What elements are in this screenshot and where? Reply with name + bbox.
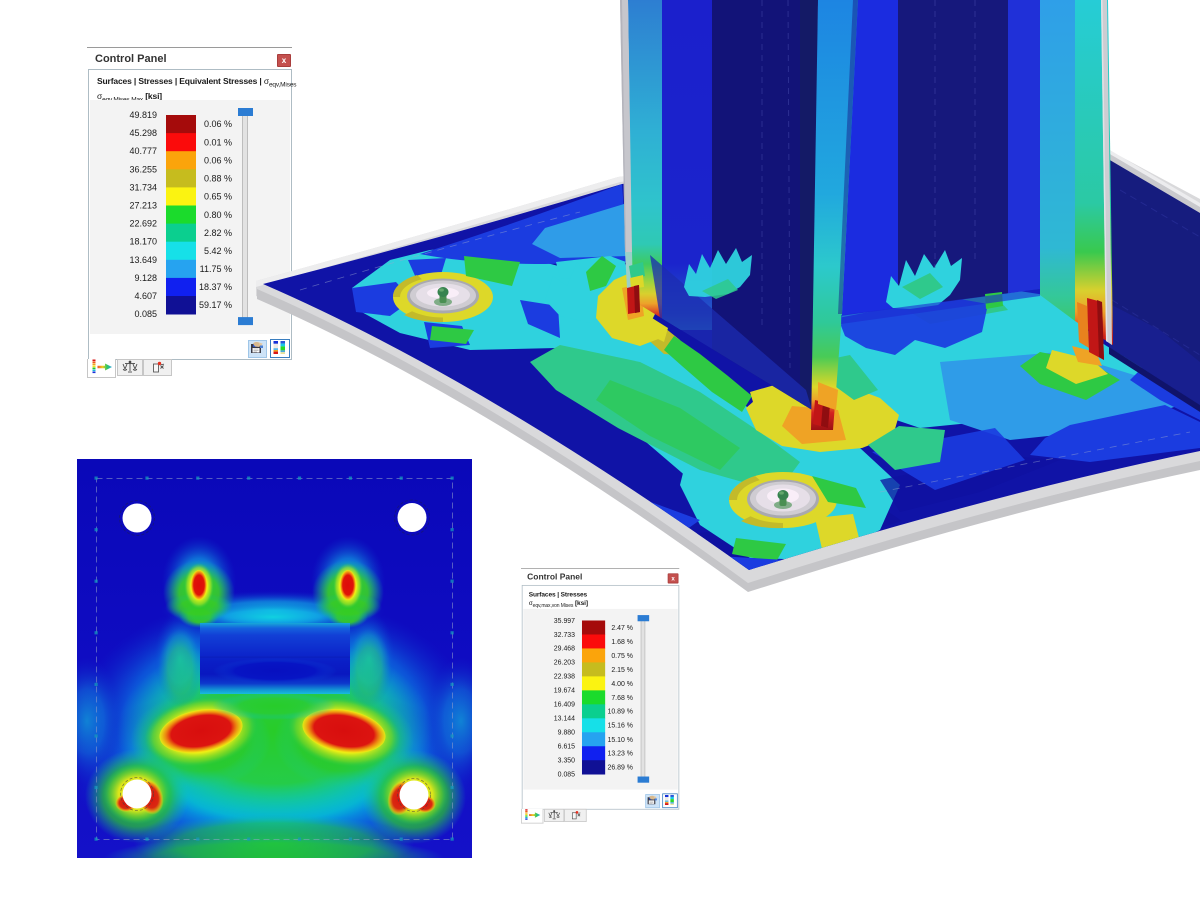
svg-text:5.42 %: 5.42 % — [204, 246, 232, 256]
svg-text:0.085: 0.085 — [558, 772, 576, 779]
svg-text:29.468: 29.468 — [554, 646, 575, 653]
svg-text:0.88 %: 0.88 % — [204, 174, 232, 184]
svg-text:36.255: 36.255 — [129, 164, 157, 174]
svg-text:49.819: 49.819 — [129, 110, 157, 120]
svg-text:45.298: 45.298 — [129, 128, 157, 138]
svg-text:0.75 %: 0.75 % — [611, 653, 633, 660]
svg-text:9.880: 9.880 — [558, 730, 576, 737]
svg-text:0.06 %: 0.06 % — [204, 156, 232, 166]
svg-text:13.649: 13.649 — [129, 255, 157, 265]
svg-text:0.06 %: 0.06 % — [204, 119, 232, 129]
svg-text:32.733: 32.733 — [554, 632, 575, 639]
svg-text:31.734: 31.734 — [129, 182, 157, 192]
svg-text:19.674: 19.674 — [554, 688, 575, 695]
svg-text:9.128: 9.128 — [134, 273, 157, 283]
svg-text:1.68 %: 1.68 % — [611, 639, 633, 646]
svg-text:2.82 %: 2.82 % — [204, 228, 232, 238]
svg-text:2.15 %: 2.15 % — [611, 667, 633, 674]
svg-text:13.23 %: 13.23 % — [607, 751, 632, 758]
svg-text:16.409: 16.409 — [554, 702, 575, 709]
svg-text:4.00 %: 4.00 % — [611, 681, 633, 688]
svg-text:18.170: 18.170 — [129, 237, 157, 247]
svg-text:7.68 %: 7.68 % — [611, 695, 633, 702]
svg-text:6.615: 6.615 — [558, 744, 576, 751]
svg-text:59.17 %: 59.17 % — [199, 300, 232, 310]
svg-text:15.16 %: 15.16 % — [607, 723, 632, 730]
svg-text:26.89 %: 26.89 % — [607, 765, 632, 772]
svg-text:40.777: 40.777 — [129, 146, 157, 156]
svg-text:15.10 %: 15.10 % — [607, 737, 632, 744]
svg-text:0.01 %: 0.01 % — [204, 137, 232, 147]
svg-text:22.938: 22.938 — [554, 674, 575, 681]
svg-text:0.65 %: 0.65 % — [204, 192, 232, 202]
svg-text:26.203: 26.203 — [554, 660, 575, 667]
svg-text:4.607: 4.607 — [134, 291, 157, 301]
svg-text:3.350: 3.350 — [558, 758, 576, 765]
svg-text:10.89 %: 10.89 % — [607, 709, 632, 716]
svg-text:18.37 %: 18.37 % — [199, 282, 232, 292]
svg-text:13.144: 13.144 — [554, 716, 575, 723]
svg-text:2.47 %: 2.47 % — [611, 625, 633, 632]
svg-text:22.692: 22.692 — [129, 219, 157, 229]
svg-text:0.80 %: 0.80 % — [204, 210, 232, 220]
svg-text:35.997: 35.997 — [554, 618, 575, 625]
svg-text:11.75 %: 11.75 % — [200, 264, 232, 274]
svg-text:27.213: 27.213 — [129, 201, 157, 211]
svg-text:0.085: 0.085 — [134, 309, 157, 319]
